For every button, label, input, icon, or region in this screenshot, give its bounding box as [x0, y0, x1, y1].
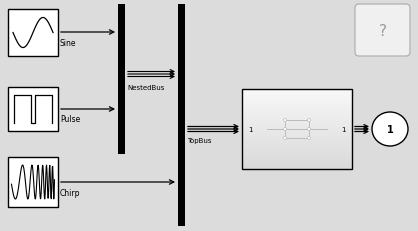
Bar — [242, 103, 352, 106]
Bar — [242, 123, 352, 126]
Bar — [242, 118, 352, 121]
Bar — [178, 5, 185, 226]
Bar — [242, 122, 352, 125]
Bar — [242, 157, 352, 160]
Bar — [242, 119, 352, 122]
Bar — [242, 161, 352, 164]
FancyBboxPatch shape — [355, 5, 410, 57]
Bar — [242, 139, 352, 142]
Bar — [242, 167, 352, 170]
Bar — [242, 90, 352, 169]
Bar — [242, 151, 352, 154]
Bar — [242, 135, 352, 138]
Text: 1: 1 — [248, 126, 252, 132]
Bar — [242, 134, 352, 137]
Text: 1: 1 — [342, 126, 346, 132]
Circle shape — [283, 128, 286, 131]
Bar — [242, 90, 352, 93]
Bar — [242, 131, 352, 134]
Bar — [242, 92, 352, 94]
Circle shape — [308, 119, 311, 122]
Text: TopBus: TopBus — [187, 137, 212, 143]
Text: Chirp: Chirp — [60, 189, 81, 198]
Bar — [8, 10, 58, 57]
Bar — [242, 97, 352, 100]
Bar — [242, 106, 352, 109]
Bar — [242, 108, 352, 110]
Bar — [242, 163, 352, 166]
Bar — [242, 102, 352, 105]
Text: Pulse: Pulse — [60, 115, 80, 124]
Bar — [8, 88, 58, 131]
Text: Sine: Sine — [60, 39, 76, 48]
Bar — [242, 137, 352, 140]
Bar — [242, 165, 352, 168]
Bar — [242, 113, 352, 116]
Text: ?: ? — [379, 23, 387, 38]
Bar — [242, 145, 352, 148]
Bar — [242, 143, 352, 146]
Bar — [242, 116, 352, 119]
Bar — [242, 159, 352, 162]
Circle shape — [283, 119, 286, 122]
Bar — [242, 149, 352, 152]
Text: 1: 1 — [387, 125, 393, 134]
Bar — [242, 153, 352, 156]
Bar — [242, 129, 352, 132]
Bar — [242, 125, 352, 128]
Circle shape — [283, 137, 286, 140]
Bar — [8, 157, 58, 207]
Bar — [242, 147, 352, 150]
Circle shape — [308, 128, 311, 131]
Bar — [242, 112, 352, 115]
Bar — [242, 141, 352, 144]
Circle shape — [308, 137, 311, 140]
Bar — [118, 5, 125, 154]
Bar — [242, 96, 352, 99]
Bar — [242, 94, 352, 97]
Ellipse shape — [372, 112, 408, 146]
Bar — [242, 109, 352, 112]
Bar — [242, 100, 352, 103]
Bar — [242, 128, 352, 131]
Text: NestedBus: NestedBus — [127, 85, 164, 91]
Bar — [242, 155, 352, 158]
